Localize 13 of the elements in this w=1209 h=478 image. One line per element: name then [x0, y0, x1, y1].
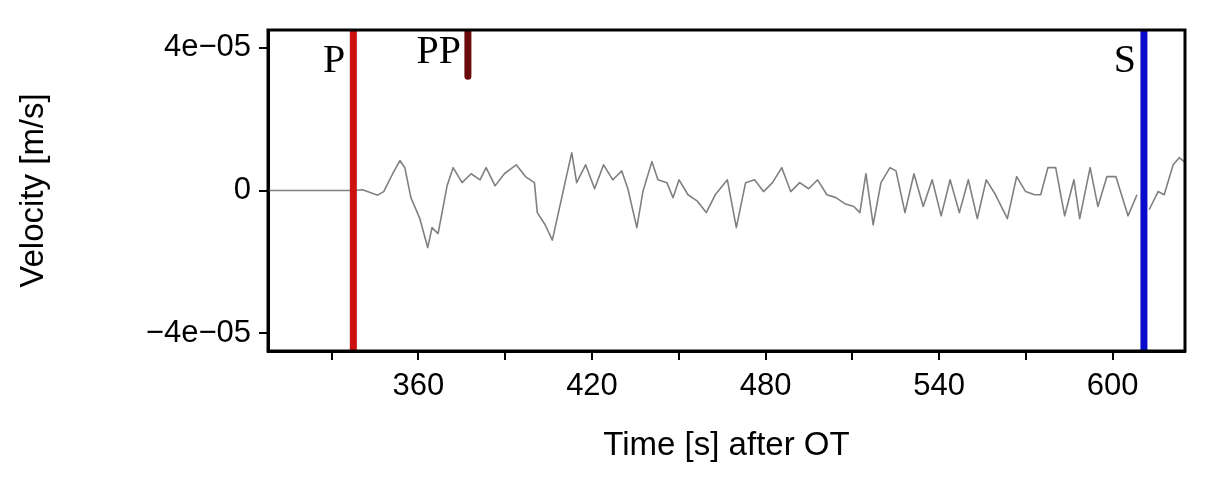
ref-line-label: S	[1113, 36, 1136, 81]
x-tick-label: 420	[566, 367, 618, 403]
x-tick-label: 600	[1086, 367, 1139, 403]
ref-line-label: P	[323, 36, 346, 81]
x-tick-label: 480	[739, 367, 792, 403]
x-tick-label: 540	[913, 367, 965, 403]
y-tick-label: 4e−05	[163, 28, 251, 64]
y-axis-title: Velocity [m/s]	[12, 93, 50, 288]
y-tick-label: −4e−05	[145, 313, 251, 349]
x-axis-title: Time [s] after OT	[603, 425, 850, 463]
series-label: PP	[416, 26, 461, 72]
y-tick-label: 0	[233, 171, 251, 207]
x-tick-label: 360	[392, 367, 445, 403]
